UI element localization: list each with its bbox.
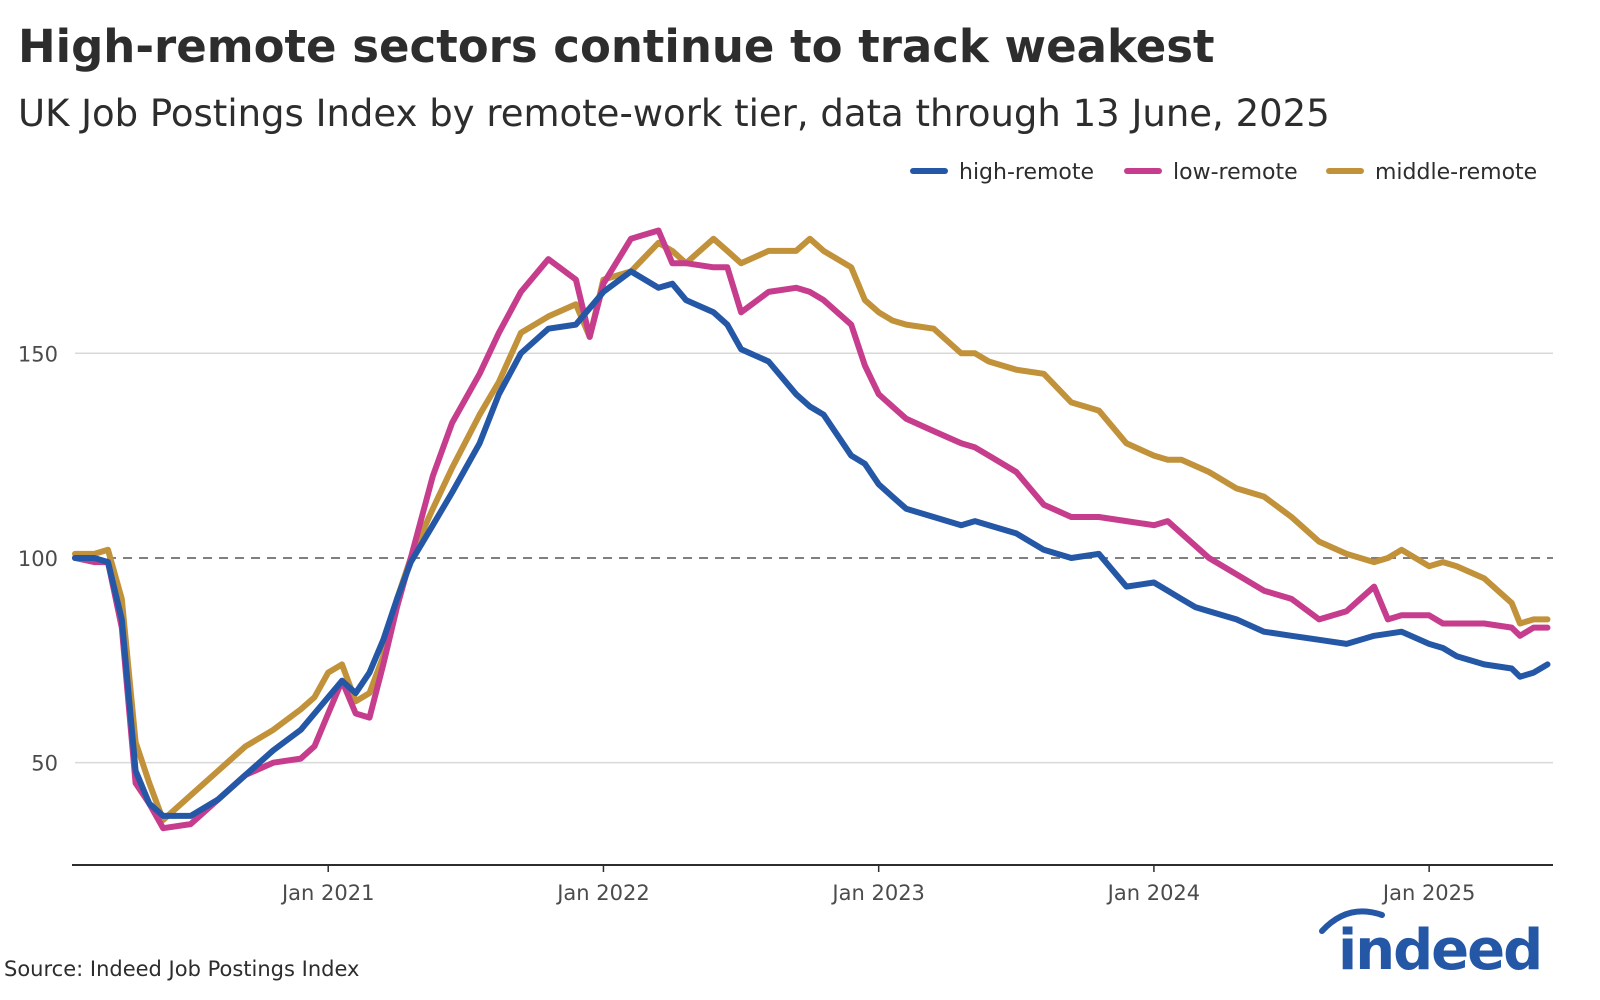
legend-label-low-remote: low-remote — [1173, 160, 1298, 185]
legend: high-remote low-remote middle-remote — [910, 160, 1537, 185]
series-lines — [72, 227, 1551, 832]
legend-label-middle-remote: middle-remote — [1375, 160, 1537, 185]
series-line-middle-remote — [72, 235, 1551, 823]
x-tick-label: Jan 2022 — [555, 881, 650, 905]
x-tick-label: Jan 2024 — [1106, 881, 1201, 905]
y-axis: 50 100 150 — [18, 342, 58, 775]
x-tick-label: Jan 2021 — [280, 881, 375, 905]
y-tick-label: 50 — [31, 752, 58, 776]
y-tick-label: 100 — [18, 547, 58, 571]
x-axis: Jan 2021 Jan 2022 Jan 2023 Jan 2024 Jan 2025 — [72, 864, 1553, 905]
chart-title: High-remote sectors continue to track we… — [18, 20, 1215, 73]
source-note: Source: Indeed Job Postings Index — [4, 957, 360, 981]
chart-subtitle: UK Job Postings Index by remote-work tie… — [18, 92, 1330, 135]
legend-label-high-remote: high-remote — [959, 160, 1094, 185]
x-tick-label: Jan 2023 — [830, 881, 925, 905]
gridlines — [75, 352, 1553, 764]
series-line-low-remote — [72, 227, 1551, 832]
x-tick-label: Jan 2025 — [1381, 881, 1476, 905]
indeed-logo-arc-icon — [1319, 908, 1385, 934]
indeed-logo: indeed — [1338, 918, 1543, 983]
y-tick-label: 150 — [18, 342, 58, 366]
series-line-high-remote — [72, 268, 1551, 819]
